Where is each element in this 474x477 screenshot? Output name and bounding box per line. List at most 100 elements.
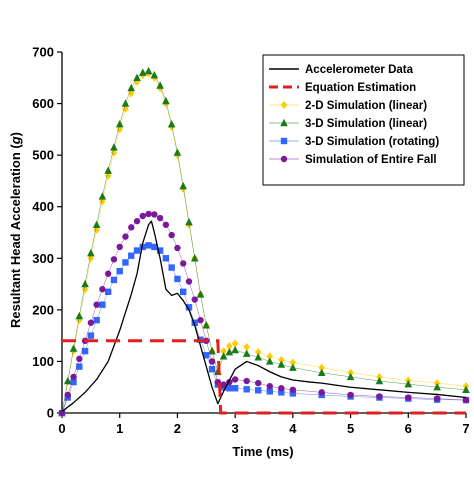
data-point [122, 259, 129, 266]
data-point [346, 372, 355, 381]
data-point [156, 81, 164, 89]
data-point [255, 348, 262, 357]
data-point [289, 390, 297, 397]
data-point [110, 143, 118, 151]
data-point [133, 247, 141, 254]
data-point [231, 345, 239, 354]
data-point [405, 394, 412, 401]
data-point [265, 357, 274, 365]
data-point [255, 387, 262, 394]
x-tick-label: 0 [58, 421, 65, 436]
legend-box [262, 54, 465, 186]
data-point [133, 73, 141, 81]
data-point [133, 217, 141, 225]
data-point [347, 391, 354, 399]
data-point [151, 211, 158, 218]
data-point [266, 352, 273, 361]
data-point [156, 247, 164, 254]
data-point [139, 212, 146, 220]
legend: Accelerometer Data Equation Estimation 2-D… [262, 54, 465, 186]
data-point [180, 260, 187, 267]
data-point [254, 353, 263, 361]
data-point [375, 376, 384, 385]
legend-swatch [280, 118, 288, 127]
x-tick-label: 1 [116, 421, 123, 436]
y-tick-label: 200 [32, 302, 54, 317]
data-point [116, 125, 123, 134]
data-point [87, 254, 95, 263]
data-point [92, 220, 101, 228]
data-point [110, 276, 118, 284]
data-point [156, 214, 164, 222]
data-point [127, 83, 136, 92]
legend-label: 3-D Simulation (linear) [305, 118, 427, 130]
legend-label: 2-D Simulation (linear) [305, 100, 427, 112]
data-point [226, 341, 233, 350]
x-tick-label: 5 [347, 421, 354, 436]
x-tick-label: 7 [462, 421, 469, 436]
data-point [174, 244, 181, 252]
data-point [185, 278, 193, 285]
data-point [145, 210, 152, 218]
y-tick-label: 500 [32, 148, 54, 163]
data-point [225, 347, 234, 356]
data-point [167, 120, 176, 128]
axes: 0 100 200 300 400 500 600 700 0 1 2 3 4 5 6 7 [32, 45, 469, 437]
y-tick-label: 100 [32, 354, 54, 369]
data-point [219, 352, 228, 360]
data-point [317, 368, 326, 376]
series-0 [61, 220, 467, 412]
data-point [139, 68, 147, 76]
y-tick-label: 600 [32, 96, 54, 111]
data-point [376, 393, 383, 400]
data-point [128, 224, 135, 231]
legend-label: Equation Estimation [305, 82, 416, 94]
data-point [255, 379, 262, 387]
data-point [70, 378, 77, 386]
data-point [99, 286, 106, 293]
x-tick-label: 3 [232, 421, 239, 436]
legend-label: 3-D Simulation (rotating) [305, 136, 439, 148]
data-point [278, 389, 285, 396]
data-point [243, 342, 250, 351]
data-point [197, 316, 204, 324]
series-layer [58, 66, 470, 417]
data-point [208, 346, 216, 355]
data-point [93, 316, 100, 324]
data-point [266, 388, 273, 395]
data-point [98, 192, 107, 200]
data-point [76, 355, 83, 363]
data-point [462, 385, 470, 393]
data-point [75, 311, 84, 320]
data-point [203, 352, 210, 359]
data-point [185, 217, 193, 226]
data-point [116, 267, 123, 275]
data-point [122, 233, 129, 240]
data-point [208, 358, 216, 365]
data-point [191, 296, 198, 303]
series-line [61, 220, 467, 412]
data-point [115, 120, 124, 128]
data-point [145, 242, 152, 249]
data-point [76, 363, 83, 370]
y-axis-title: Resultant Head Acceleration (g) [8, 132, 23, 328]
data-point [139, 243, 146, 251]
data-point [150, 71, 159, 79]
data-point [121, 99, 130, 107]
data-point [433, 395, 441, 402]
data-point [278, 355, 285, 364]
data-point [69, 344, 78, 352]
data-point [404, 379, 413, 388]
data-point [128, 252, 135, 259]
data-point [162, 96, 170, 105]
series-line [62, 339, 466, 415]
data-point [104, 166, 112, 174]
data-point [231, 339, 239, 348]
data-point [162, 221, 170, 228]
data-point [278, 385, 285, 392]
data-point [433, 383, 441, 391]
data-point [87, 319, 95, 326]
data-point [87, 332, 95, 339]
x-tick-label: 2 [174, 421, 181, 436]
